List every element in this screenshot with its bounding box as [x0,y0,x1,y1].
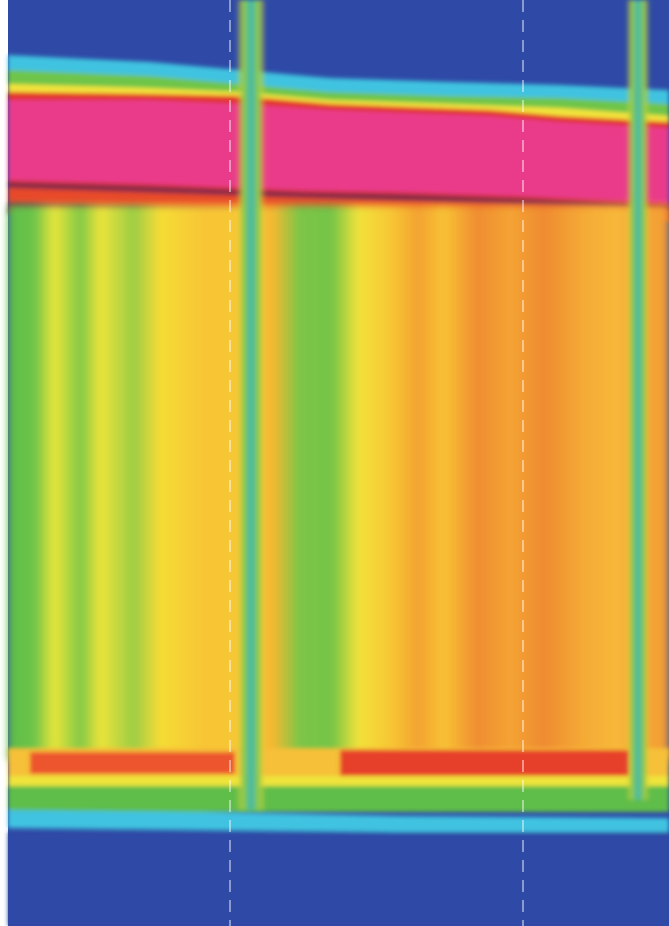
spike [626,0,650,800]
pressure-topography [0,0,669,926]
plot-area [8,0,669,926]
page [0,0,669,926]
spike [236,0,266,810]
body-field [8,205,669,760]
lower-sphincter-band [8,748,669,926]
